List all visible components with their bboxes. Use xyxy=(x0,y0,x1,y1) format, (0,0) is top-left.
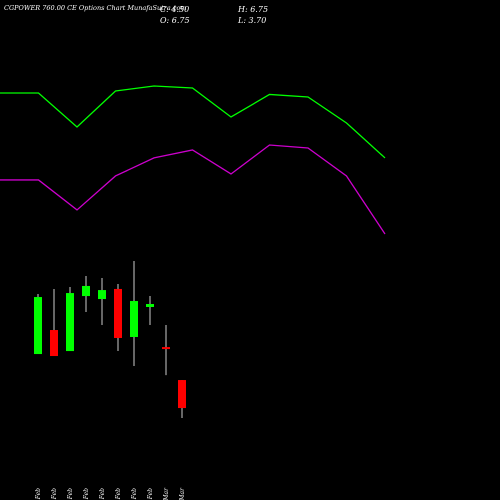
chart-title: CGPOWER 760.00 CE Options Chart MunafaSu… xyxy=(4,4,187,12)
candle-body xyxy=(114,288,122,338)
stat-open: O: 6.75 xyxy=(160,16,190,25)
x-tick-label: 04 Mar xyxy=(179,487,186,500)
x-tick-label: 25 Feb xyxy=(115,488,122,500)
band-line xyxy=(0,144,386,235)
x-tick-label: 18 Feb xyxy=(35,488,42,500)
x-tick-label: 20 Feb xyxy=(67,488,74,500)
x-tick-label: 26 Feb xyxy=(131,488,138,500)
stat-high: H: 6.75 xyxy=(237,5,268,14)
candle-body xyxy=(178,380,186,409)
x-tick-label: 19 Feb xyxy=(51,488,58,500)
candle-body xyxy=(82,285,90,297)
candle-body xyxy=(66,293,74,352)
candle-body xyxy=(34,297,42,355)
stat-close: C: 4.50 xyxy=(160,5,189,14)
x-tick-label: 21 Feb xyxy=(83,488,90,500)
x-tick-label: 27 Feb xyxy=(147,488,154,500)
candle-body xyxy=(50,330,58,357)
band-line xyxy=(0,85,386,159)
candle-body xyxy=(98,290,106,300)
candle-body xyxy=(162,347,170,350)
candle-body xyxy=(130,301,138,337)
x-tick-label: 03 Mar xyxy=(163,487,170,500)
stat-low: L: 3.70 xyxy=(237,16,266,25)
candle-body xyxy=(146,304,154,308)
x-tick-label: 24 Feb xyxy=(99,488,106,500)
